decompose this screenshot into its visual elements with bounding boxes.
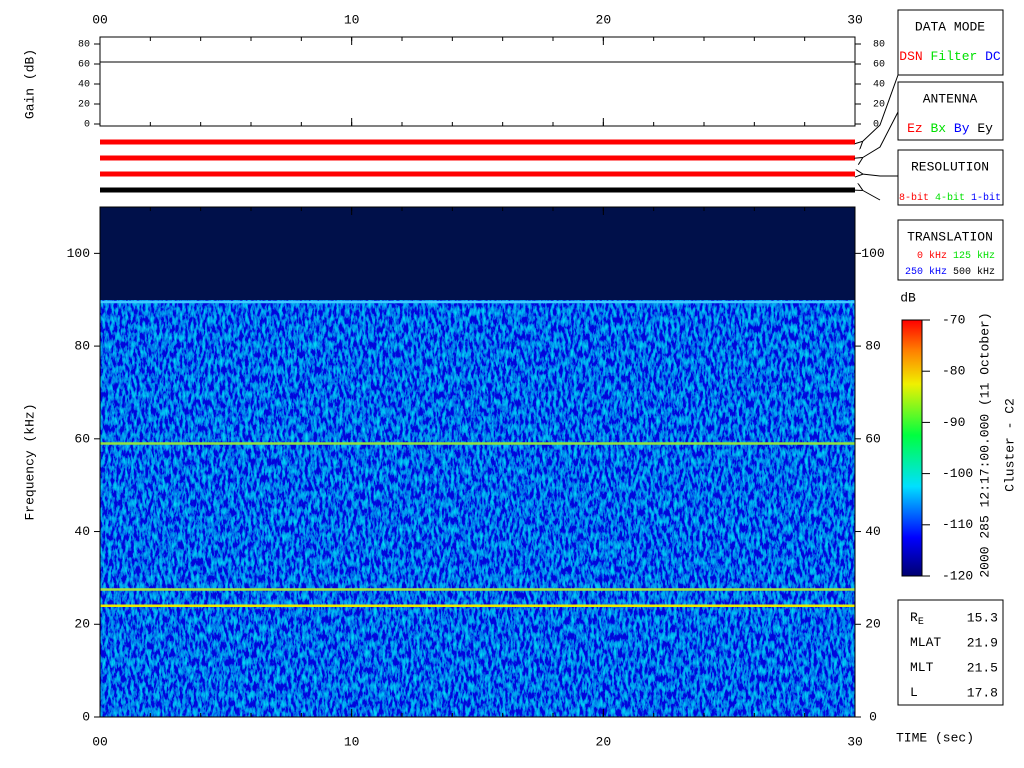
mode-option: DSN (899, 49, 922, 64)
mode-option: Filter (930, 49, 977, 64)
mode-title: TRANSLATION (907, 229, 993, 244)
stat-label: RE (910, 610, 924, 627)
x-tick-label: 10 (344, 12, 360, 27)
x-tick-label: 00 (92, 734, 108, 749)
mode-box (897, 9, 1004, 76)
stat-name: MLT (910, 660, 934, 675)
mode-options: 250 kHz 500 kHz (905, 266, 995, 278)
x-tick-label: 00 (92, 12, 108, 27)
mode-option: DC (985, 49, 1001, 64)
mode-box (897, 81, 1004, 141)
stat-value: 21.5 (967, 660, 998, 675)
y-tick-label: 0 (869, 709, 877, 724)
colorbar-tick-label: -70 (942, 312, 965, 327)
stat-value: 15.3 (967, 610, 998, 625)
y-tick-label: 100 (67, 246, 90, 261)
stat-label: MLAT (910, 635, 941, 650)
mode-connector (862, 74, 899, 142)
mode-option: Bx (930, 121, 946, 136)
mode-option: 125 kHz (953, 250, 995, 262)
mode-bar (100, 139, 855, 145)
colorbar (902, 320, 922, 576)
plot-frame (99, 206, 856, 718)
mode-options: 0 kHz 125 kHz (917, 250, 995, 262)
y-tick-label: 80 (74, 339, 90, 354)
mode-option: 250 kHz (905, 266, 947, 278)
mode-connector (862, 174, 898, 176)
y-tick-label: 60 (74, 431, 90, 446)
y-tick-label: 0 (82, 709, 90, 724)
stat-label: MLT (910, 660, 934, 675)
info-box (897, 599, 1004, 706)
mode-connector (862, 111, 899, 158)
spacecraft-label: Cluster - C2 (1002, 398, 1017, 492)
colorbar-label: dB (900, 290, 916, 305)
colorbar-tick-label: -90 (942, 415, 965, 430)
y-tick-label: 0 (84, 120, 90, 131)
mode-title: DATA MODE (915, 19, 985, 34)
y-tick-label: 60 (865, 431, 881, 446)
stat-name: R (910, 610, 918, 625)
mode-option: 0 kHz (917, 250, 947, 262)
x-tick-label: 10 (344, 734, 360, 749)
mode-options: DSN Filter DC (899, 49, 1001, 64)
colorbar-tick-label: -100 (942, 466, 973, 481)
stat-name: L (910, 685, 918, 700)
y-tick-label: 20 (873, 100, 885, 111)
mode-option: By (954, 121, 970, 136)
y-tick-label: 60 (78, 60, 90, 71)
y-tick-label: 60 (873, 60, 885, 71)
y-tick-label: 40 (865, 524, 881, 539)
colorbar-frame (901, 319, 923, 577)
y-tick-label: 80 (78, 40, 90, 51)
y-tick-label: 0 (873, 120, 879, 131)
x-tick-label: 30 (847, 734, 863, 749)
mode-option: Ey (977, 121, 993, 136)
stat-label: L (910, 685, 918, 700)
stat-name: MLAT (910, 635, 941, 650)
mode-title: ANTENNA (923, 91, 978, 106)
y-tick-label: 20 (865, 617, 881, 632)
mode-options: Ez Bx By Ey (907, 121, 993, 136)
mode-option: 8-bit (899, 192, 929, 204)
colorbar-tick-label: -110 (942, 517, 973, 532)
x-tick-label: 20 (596, 734, 612, 749)
stat-sub: E (918, 617, 924, 628)
y-tick-label: 80 (865, 339, 881, 354)
mode-connector (862, 190, 881, 201)
y-axis-label: Frequency (kHz) (22, 403, 37, 520)
mode-box (897, 149, 1004, 206)
mode-options: 8-bit 4-bit 1-bit (899, 192, 1001, 204)
y-axis-label: Gain (dB) (22, 49, 37, 119)
mode-title: RESOLUTION (911, 159, 989, 174)
mode-bar (100, 171, 855, 177)
x-axis-label: TIME (sec) (896, 730, 974, 745)
y-tick-label: 100 (861, 246, 884, 261)
mode-option: 1-bit (971, 192, 1001, 204)
date-label: 2000 285 12:17:00.000 (11 October) (977, 312, 992, 577)
stat-value: 17.8 (967, 685, 998, 700)
stat-value: 21.9 (967, 635, 998, 650)
colorbar-tick-label: -120 (942, 568, 973, 583)
x-tick-label: 30 (847, 12, 863, 27)
y-tick-label: 20 (78, 100, 90, 111)
x-tick-label: 20 (596, 12, 612, 27)
mode-option: Ez (907, 121, 923, 136)
y-tick-label: 40 (78, 80, 90, 91)
mode-option: 500 kHz (953, 266, 995, 278)
y-tick-label: 40 (74, 524, 90, 539)
y-tick-label: 80 (873, 40, 885, 51)
spectrogram-image (100, 207, 855, 717)
mode-option: 4-bit (935, 192, 965, 204)
colorbar-tick-label: -80 (942, 364, 965, 379)
mode-bar (100, 155, 855, 161)
plot-frame (99, 36, 856, 127)
mode-box (897, 219, 1004, 281)
y-tick-label: 20 (74, 617, 90, 632)
mode-bar (100, 187, 855, 193)
y-tick-label: 40 (873, 80, 885, 91)
